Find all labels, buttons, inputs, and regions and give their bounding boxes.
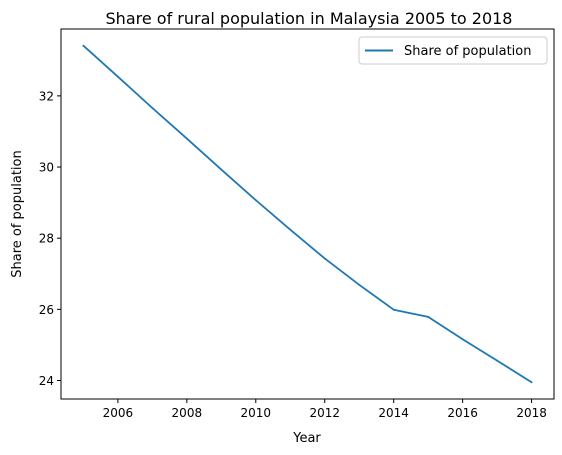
data-point xyxy=(151,107,154,109)
data-point xyxy=(323,257,326,260)
data-point xyxy=(461,338,464,341)
x-tick-label: 2010 xyxy=(241,406,272,420)
y-axis-label: Share of population xyxy=(10,150,25,278)
x-tick-label: 2008 xyxy=(172,406,203,420)
x-tick-label: 2012 xyxy=(309,406,340,420)
y-axis: 24 26 28 30 32 xyxy=(39,89,61,388)
data-point xyxy=(220,168,223,171)
legend: Share of population xyxy=(358,36,548,65)
y-tick-label: 28 xyxy=(39,232,54,246)
legend-label: Share of population xyxy=(404,44,532,59)
x-tick-label: 2016 xyxy=(447,406,478,420)
data-point xyxy=(116,75,119,78)
y-tick-label: 26 xyxy=(39,303,54,317)
data-point xyxy=(358,283,361,286)
data-point xyxy=(427,315,430,318)
y-tick-label: 24 xyxy=(39,374,54,388)
chart-title: Share of rural population in Malaysia 20… xyxy=(106,9,513,28)
y-tick-label: 32 xyxy=(39,89,54,103)
data-point xyxy=(254,199,257,202)
x-axis-label: Year xyxy=(292,431,321,446)
series-line xyxy=(82,44,533,384)
data-point xyxy=(82,44,85,47)
x-tick-label: 2006 xyxy=(103,406,134,420)
x-tick-label: 2014 xyxy=(378,406,409,420)
data-point xyxy=(530,381,533,384)
data-point xyxy=(496,359,499,362)
x-tick-label: 2018 xyxy=(516,406,547,420)
data-point xyxy=(392,308,395,311)
x-axis: 2006 2008 2010 2012 2014 2016 2018 xyxy=(103,399,547,420)
y-tick-label: 30 xyxy=(39,161,54,175)
plot-area xyxy=(60,28,555,400)
data-point xyxy=(185,137,188,140)
series-layer xyxy=(82,44,533,384)
data-point xyxy=(289,228,292,231)
legend-box xyxy=(358,36,548,65)
